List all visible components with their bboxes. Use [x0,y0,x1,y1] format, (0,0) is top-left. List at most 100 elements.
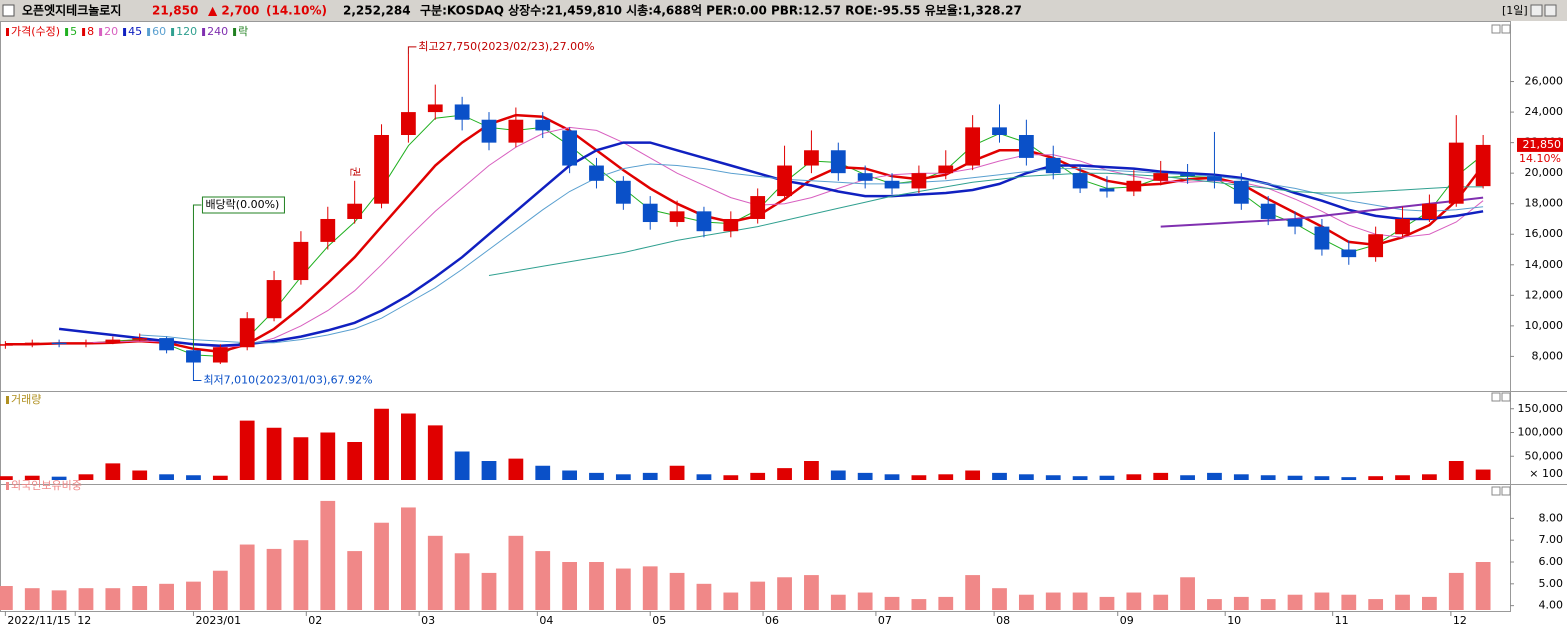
y-tick-label: 7.00 [1539,533,1564,546]
bar [1153,472,1169,480]
y-tick-label: 5.00 [1539,577,1564,590]
bar [266,427,282,480]
candle-body [965,127,981,166]
candle-body [1341,249,1357,258]
ma-line [139,163,1484,344]
bar [1341,594,1357,610]
bar [1180,475,1195,480]
x-tick-label: 02 [308,614,322,627]
bar [105,463,121,480]
bar [1287,475,1303,480]
bar [830,594,846,610]
panel-title-swatch [6,482,9,490]
panel-button[interactable] [1491,392,1501,402]
candle-body [1368,234,1384,258]
candle-body [293,241,309,281]
period-button[interactable]: [1일] [1502,3,1528,17]
candle-body [1153,173,1169,181]
candle-body [642,203,658,223]
stock-volume: 2,252,284 [343,4,411,18]
bar [401,507,416,610]
y-tick-label: 100,000 [1518,426,1564,439]
x-tick-label: 10 [1227,614,1241,627]
legend-swatch [65,28,69,36]
candle-body [320,218,336,242]
legend-entry: 240 [207,25,228,38]
bar [615,474,631,480]
bar [481,572,497,610]
bar [804,461,819,480]
candle-body [159,338,174,351]
bar [454,553,470,610]
bar [212,570,228,610]
bar [857,592,873,610]
ma-line [5,114,1484,357]
bar [1153,594,1169,610]
bar [105,588,121,610]
y-tick-label: 10,000 [1525,319,1564,332]
legend-entry: 5 [70,25,77,38]
bar [1233,596,1249,610]
candle-body [508,119,524,143]
x-tick-label: 09 [1120,614,1134,627]
x-tick-label: 2022/11/15 [7,614,70,627]
candle-body [1099,188,1115,192]
candle-body [427,104,443,113]
bar [1368,476,1384,480]
y-tick-label: 24,000 [1525,105,1564,118]
legend-swatch [123,28,127,36]
bar [696,583,712,610]
stock-name: 오픈엣지테크놀로지 [22,3,121,18]
bar [1368,599,1384,610]
y-tick-label: 18,000 [1525,197,1564,210]
bar [1448,572,1464,610]
panel-button[interactable] [1501,486,1511,496]
candle-body [992,127,1007,135]
candle-body [51,342,67,345]
bar [535,465,551,480]
panel-button[interactable] [1491,486,1501,496]
bar [374,408,389,480]
x-tick-label: 06 [765,614,779,627]
annotation-arrow [192,371,202,382]
bar [1422,596,1437,610]
bar [481,461,497,480]
bar [1126,474,1142,480]
bar [132,470,148,480]
bar [911,599,927,610]
candle-body [186,350,201,363]
panel-button[interactable] [1491,24,1501,34]
bar [589,562,604,610]
y-tick-label: 16,000 [1525,227,1564,240]
candle-body [1448,142,1464,204]
bar [1260,475,1276,480]
legend-swatch [233,28,237,36]
panel-button[interactable] [1501,24,1511,34]
candle-body [212,347,228,363]
y-tick-label: 8,000 [1532,349,1564,362]
legend-swatch [147,28,151,36]
restore-button[interactable] [1530,4,1543,17]
panel-title: 외국인보유비중 [11,479,82,492]
header-checkbox[interactable] [2,4,15,17]
bar [911,475,927,480]
panel-button[interactable] [1501,392,1511,402]
bar [1045,592,1061,610]
bar [51,476,67,480]
candle-body [830,150,846,174]
close-button[interactable] [1544,4,1557,17]
bar [938,596,954,610]
bar [884,596,900,610]
bar [723,475,739,480]
bar [1314,476,1330,480]
candle-body [723,218,739,232]
bar [401,413,416,480]
bar [1475,469,1491,480]
bar [347,551,363,610]
y-tick-label: 26,000 [1525,75,1564,88]
candle-body [1126,180,1142,192]
bar [78,474,94,480]
candle-body [589,165,604,181]
candle-body [78,342,94,345]
candle-body [105,339,121,343]
